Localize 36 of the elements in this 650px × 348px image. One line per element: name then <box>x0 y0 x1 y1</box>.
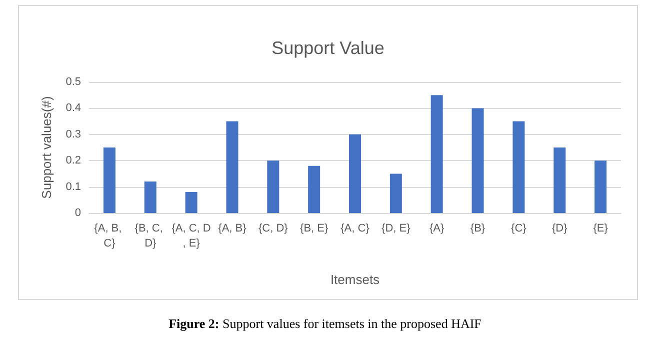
y-tick-label: 0.2 <box>66 154 81 167</box>
caption: Figure 2: Support values for itemsets in the proposed HAIF <box>168 316 482 332</box>
bar <box>554 148 566 213</box>
bar <box>594 160 607 213</box>
x-tick-label: {B, C, D} <box>134 222 166 250</box>
x-tick-label: {A, B} <box>218 222 247 234</box>
x-tick-label: {B, E} <box>300 222 328 234</box>
bar <box>390 174 402 213</box>
y-tick-label: 0 <box>74 207 81 219</box>
y-tick-label: 0.4 <box>66 102 81 114</box>
x-tick-label: {A, B, C} <box>94 222 125 250</box>
bar <box>512 121 525 213</box>
y-tick-label: 0.5 <box>66 76 81 88</box>
x-tick-label: {A, C, D, E} <box>172 222 211 250</box>
x-tick-label: {D} <box>552 222 568 234</box>
bar <box>144 182 156 213</box>
bar <box>349 134 361 213</box>
y-tick-label: 0.3 <box>66 128 81 140</box>
bar <box>430 95 443 213</box>
x-tick-label: {A} <box>430 222 445 234</box>
bar <box>103 148 116 213</box>
y-tick-label: 0.1 <box>66 180 81 193</box>
y-axis-title: Support values(#) <box>39 96 54 199</box>
x-tick-label: {C} <box>511 222 527 234</box>
x-tick-label: {A, C} <box>340 222 370 234</box>
x-tick-label: {D, E} <box>382 222 411 234</box>
x-tick-label: {E} <box>593 222 608 234</box>
x-axis-title: Itemsets <box>330 272 380 287</box>
bar <box>226 121 238 213</box>
bar <box>185 192 198 213</box>
bar <box>308 166 320 213</box>
x-tick-label: {B} <box>470 222 486 234</box>
bar <box>472 108 484 213</box>
bar <box>267 160 280 213</box>
chart-title: Support Value <box>272 38 384 58</box>
x-tick-label: {C, D} <box>258 222 288 234</box>
